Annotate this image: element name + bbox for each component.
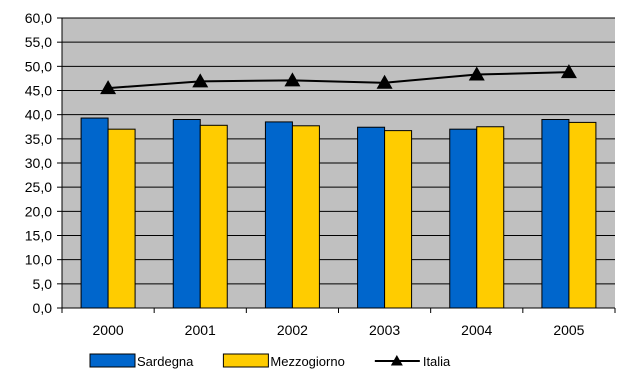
y-tick-label: 50,0: [25, 58, 52, 74]
bar-mezzogiorno-2003: [384, 130, 413, 309]
x-tick-label: 2003: [369, 322, 400, 338]
bar-sardegna-2004: [449, 128, 478, 309]
legend-label: Italia: [423, 354, 451, 369]
legend-swatch: [89, 353, 136, 368]
y-tick-label: 60,0: [25, 10, 52, 26]
y-tick-label: 30,0: [25, 155, 52, 171]
x-tick-labels: 2000 2001 2002 2003 2004 2005: [61, 308, 616, 338]
point-italia-2000: [100, 80, 117, 95]
legend: Sardegna Mezzogiorno Italia: [89, 353, 451, 369]
point-italia-2001: [192, 73, 209, 88]
y-tick-label: 0,0: [33, 300, 53, 316]
bar-mezzogiorno-2002: [291, 125, 320, 309]
legend-item-italia: Italia: [374, 354, 451, 369]
line-series: [100, 64, 577, 95]
y-tick-label: 25,0: [25, 179, 52, 195]
bar-sardegna-2005: [541, 119, 570, 309]
line-italia: [108, 71, 569, 90]
bar-mezzogiorno-2000: [107, 128, 136, 309]
gridlines: [62, 17, 615, 285]
point-italia-2004: [468, 66, 485, 81]
bar-sardegna-2003: [357, 126, 386, 309]
point-italia-2002: [284, 72, 301, 87]
legend-marker: [390, 355, 403, 366]
point-italia-2003: [376, 74, 393, 89]
y-tick-label: 15,0: [25, 228, 52, 244]
bar-sardegna-2001: [172, 119, 201, 309]
x-tick-label: 2004: [461, 322, 492, 338]
bar-sardegna-2000: [80, 117, 109, 309]
legend-swatch: [222, 353, 269, 368]
legend-item-mezzogiorno: Mezzogiorno: [222, 353, 345, 369]
y-tick-label: 55,0: [25, 34, 52, 50]
bar-mezzogiorno-2004: [476, 126, 505, 309]
bar-sardegna-2002: [264, 121, 293, 309]
y-tick-label: 40,0: [25, 107, 52, 123]
x-tick-label: 2002: [277, 322, 308, 338]
y-tick-label: 35,0: [25, 131, 52, 147]
bars: [80, 117, 597, 309]
y-tick-label: 10,0: [25, 252, 52, 268]
y-tick-label: 45,0: [25, 83, 52, 99]
x-tick-label: 2000: [93, 322, 124, 338]
legend-item-sardegna: Sardegna: [89, 353, 194, 369]
point-italia-2005: [560, 64, 577, 79]
y-tick-label: 5,0: [33, 276, 53, 292]
y-tick-labels: 0,0 5,0 10,0 15,0 20,0 25,0 30,0 35,0 40,0 45,0 50…: [25, 10, 62, 316]
y-tick-label: 20,0: [25, 203, 52, 219]
x-tick-label: 2005: [553, 322, 584, 338]
legend-label: Mezzogiorno: [270, 354, 344, 369]
bar-mezzogiorno-2005: [568, 121, 597, 309]
legend-label: Sardegna: [137, 354, 194, 369]
bar-mezzogiorno-2001: [199, 124, 228, 309]
x-tick-label: 2001: [185, 322, 216, 338]
